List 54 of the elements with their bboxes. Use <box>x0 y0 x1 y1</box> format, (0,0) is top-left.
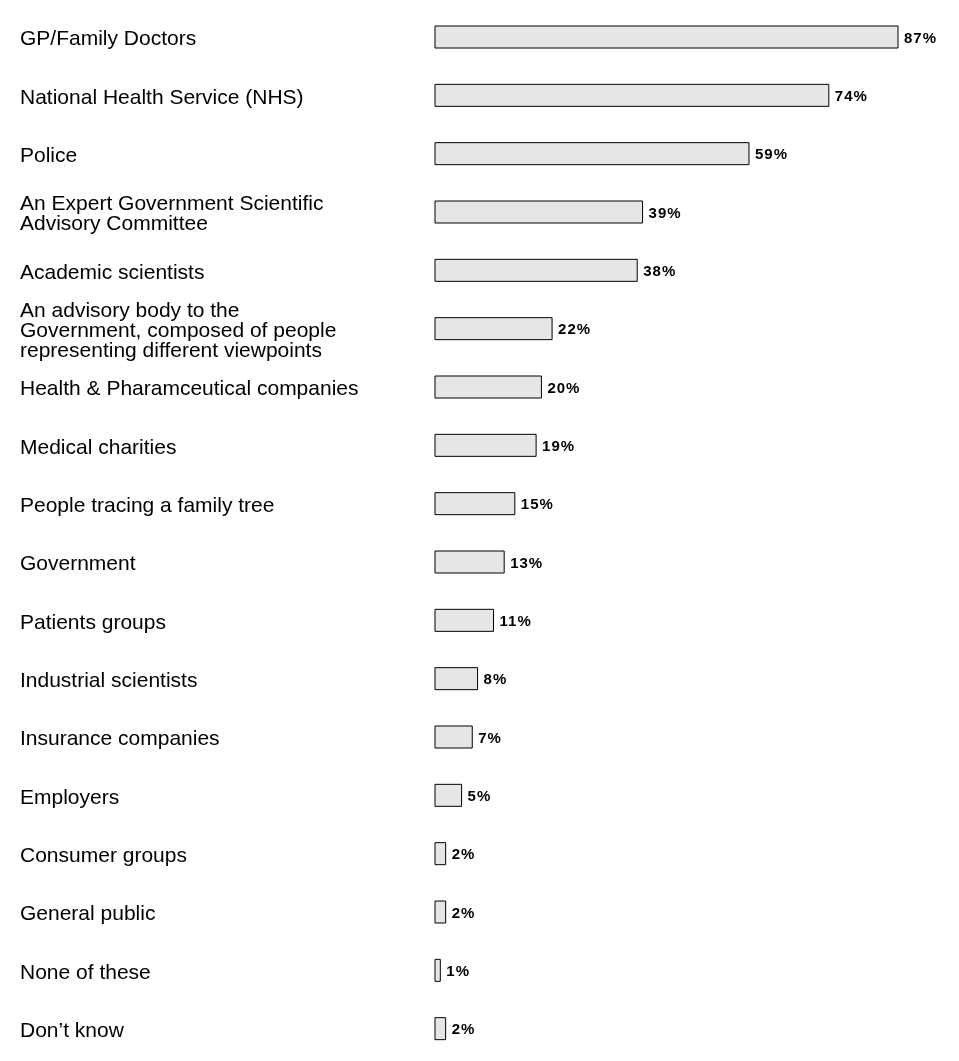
y-tick-label: Health & Pharamceutical companies <box>20 375 359 399</box>
bar <box>434 608 495 632</box>
data-label: 22% <box>558 320 592 338</box>
bar <box>434 958 441 982</box>
bar <box>434 725 473 749</box>
data-label: 15% <box>520 495 554 513</box>
y-tick-label: Patients groups <box>20 609 166 632</box>
data-label: 11% <box>499 611 532 629</box>
data-label: 13% <box>510 553 544 571</box>
bar <box>434 258 638 282</box>
y-tick-label: Don’t know <box>20 1017 125 1041</box>
bar <box>434 25 899 49</box>
bar <box>434 842 447 866</box>
data-label: 20% <box>547 378 581 396</box>
bar <box>434 900 447 924</box>
bar <box>434 142 750 166</box>
data-label: 5% <box>467 786 492 804</box>
bar <box>434 492 516 516</box>
data-label: 38% <box>643 261 677 279</box>
y-tick-label: GP/Family Doctors <box>20 25 197 49</box>
data-label: 2% <box>451 903 476 921</box>
y-tick-label: General public <box>20 900 156 924</box>
y-tick-label: None of these <box>20 959 151 982</box>
y-tick-label: Medical charities <box>20 434 177 457</box>
data-label: 2% <box>451 845 476 863</box>
y-tick-label: Police <box>20 142 78 166</box>
data-label: 87% <box>904 28 938 46</box>
data-label: 39% <box>648 203 682 221</box>
data-label: 74% <box>834 86 868 104</box>
bar <box>434 83 830 107</box>
y-tick-label: Consumer groups <box>20 842 187 866</box>
bar <box>434 200 644 224</box>
y-tick-label: An Expert Government Scientific Advisory Committee <box>20 190 324 234</box>
y-tick-label: An advisory body to the Government, composed of people representing different viewpoints <box>20 297 337 361</box>
bar <box>434 433 537 457</box>
data-label: 2% <box>451 1020 476 1038</box>
bar <box>434 1017 447 1041</box>
y-tick-label: Insurance companies <box>20 725 220 749</box>
y-tick-label: Industrial scientists <box>20 667 198 691</box>
y-tick-label: Employers <box>20 784 120 807</box>
y-tick-label: National Health Service (NHS) <box>20 84 304 107</box>
y-tick-label: Academic scientists <box>20 259 205 282</box>
bar <box>434 375 542 399</box>
data-label: 1% <box>446 961 471 979</box>
bar <box>434 550 505 574</box>
bar <box>434 667 479 691</box>
data-label: 19% <box>542 436 576 454</box>
bar <box>434 783 463 807</box>
data-label: 59% <box>754 145 789 163</box>
data-label: 8% <box>483 670 508 688</box>
bar <box>434 317 553 341</box>
y-tick-label: Government <box>20 550 136 574</box>
y-tick-label: People tracing a family tree <box>20 492 275 516</box>
data-label: 7% <box>478 728 502 746</box>
